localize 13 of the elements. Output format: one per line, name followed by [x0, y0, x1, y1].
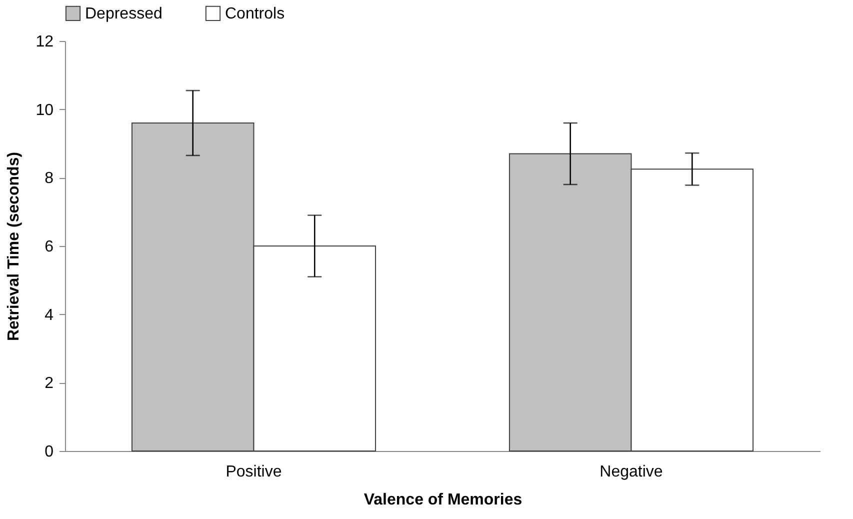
y-tick-label: 10 — [36, 102, 54, 119]
y-axis-title: Retrieval Time (seconds) — [6, 152, 23, 342]
legend-label: Controls — [225, 5, 285, 22]
x-tick-label: Positive — [226, 464, 282, 480]
y-tick-label: 12 — [36, 34, 54, 50]
y-tick-label: 8 — [44, 170, 54, 188]
legend-label: Depressed — [85, 5, 162, 22]
y-tick-label: 2 — [44, 375, 54, 392]
x-tick-label: Negative — [600, 464, 663, 480]
y-tick-label: 4 — [44, 306, 54, 324]
x-axis-title: Valence of Memories — [364, 492, 522, 508]
y-tick-label: 6 — [44, 238, 54, 256]
y-tick-label: 0 — [44, 444, 54, 460]
